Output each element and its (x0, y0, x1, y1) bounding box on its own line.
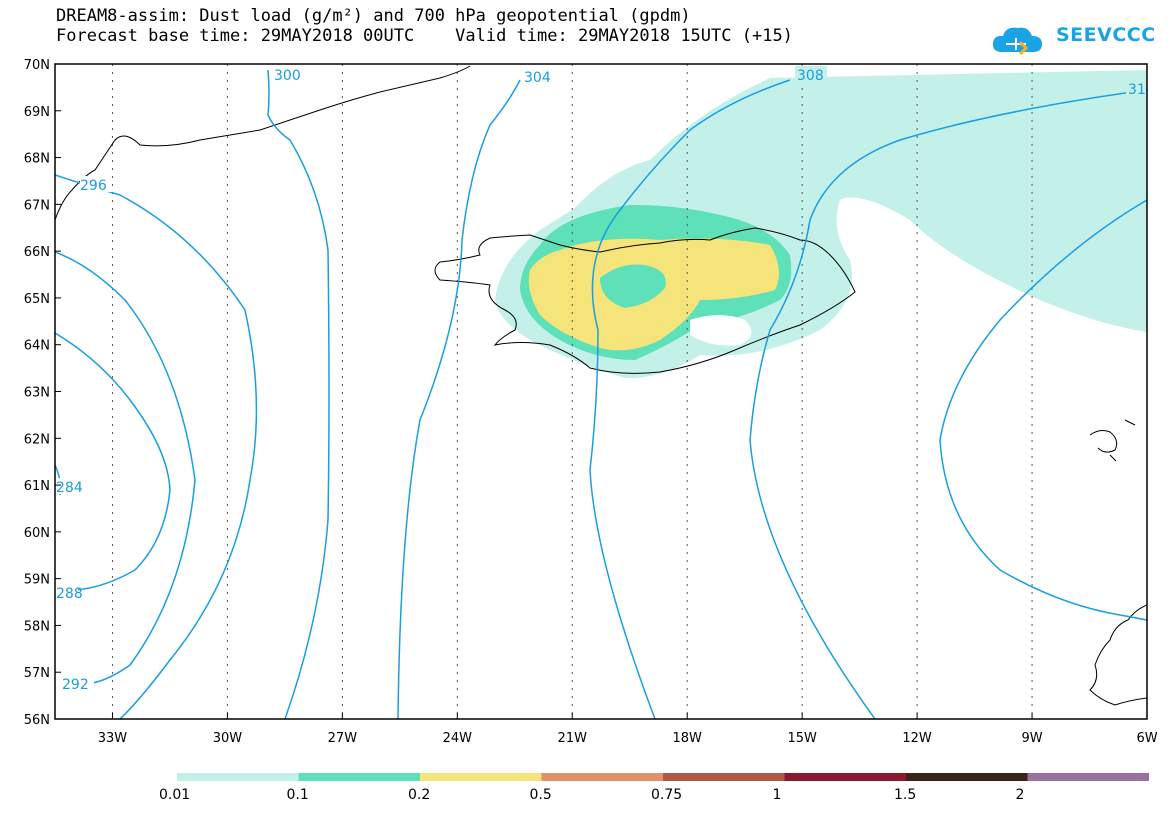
lat-label: 60N (24, 526, 50, 541)
geopotential-contours (55, 69, 1147, 719)
lat-label: 63N (24, 386, 50, 401)
lat-label: 62N (24, 432, 50, 447)
colorbar-swatch (177, 773, 299, 781)
lon-label: 27W (328, 731, 358, 746)
title-line-2: Forecast base time: 29MAY2018 00UTC Vali… (56, 26, 793, 46)
colorbar-swatch (663, 773, 785, 781)
colorbar-swatch (1027, 773, 1149, 781)
lon-label: 33W (98, 731, 128, 746)
contour-label-308: 308 (797, 68, 824, 84)
colorbar-label: 1 (772, 787, 782, 803)
contour-label-296: 296 (80, 178, 107, 194)
colorbar-label: 0.5 (529, 787, 552, 803)
iceland-coastline (434, 227, 856, 374)
lat-label: 59N (24, 573, 50, 588)
lat-label: 65N (24, 292, 50, 307)
contour-label-288: 288 (56, 586, 83, 602)
colorbar-swatch (784, 773, 906, 781)
lon-label: 15W (787, 731, 817, 746)
graticule (111, 64, 1033, 719)
lon-label: 18W (673, 731, 703, 746)
scotland-coast (1089, 604, 1147, 706)
lon-label: 24W (443, 731, 473, 746)
colorbar-label: 0.01 (159, 787, 191, 803)
lat-label: 66N (24, 245, 50, 260)
contour-label-304: 304 (524, 70, 551, 86)
clear-patch (690, 315, 752, 346)
colorbar-swatch (541, 773, 663, 781)
greenland-coastline (55, 65, 471, 221)
colorbar-label: 0.1 (286, 787, 309, 803)
dust-region-inner (600, 264, 666, 308)
lon-label: 30W (213, 731, 243, 746)
colorbar (177, 773, 1149, 781)
colorbar-swatch (420, 773, 542, 781)
colorbar-swatch (298, 773, 420, 781)
colorbar-swatch (906, 773, 1028, 781)
lat-label: 68N (24, 152, 50, 167)
title-line-1: DREAM8-assim: Dust load (g/m²) and 700 h… (56, 6, 691, 26)
contour-label-284: 284 (56, 480, 83, 496)
lat-label: 64N (24, 339, 50, 354)
colorbar-label: 1.5 (894, 787, 917, 803)
contour-label-31: 31 (1128, 82, 1146, 98)
lat-label: 61N (24, 479, 50, 494)
lat-label: 56N (24, 713, 50, 728)
contour-label-292: 292 (62, 677, 89, 693)
cloud-logo-icon (992, 27, 1042, 56)
lat-label: 70N (24, 58, 50, 73)
lat-label: 67N (24, 198, 50, 213)
lat-label: 58N (24, 619, 50, 634)
lon-label: 6W (1136, 731, 1157, 746)
lon-label: 9W (1021, 731, 1042, 746)
lon-label: 12W (902, 731, 932, 746)
colorbar-label: 2 (1015, 787, 1025, 803)
contour-label-300: 300 (274, 68, 301, 84)
colorbar-label: 0.2 (408, 787, 431, 803)
lon-label: 21W (558, 731, 588, 746)
lat-label: 69N (24, 105, 50, 120)
logo-text: SEEVCCC (1056, 24, 1156, 46)
colorbar-label: 0.75 (651, 787, 683, 803)
lat-label: 57N (24, 666, 50, 681)
faroe-islands (1089, 419, 1136, 462)
